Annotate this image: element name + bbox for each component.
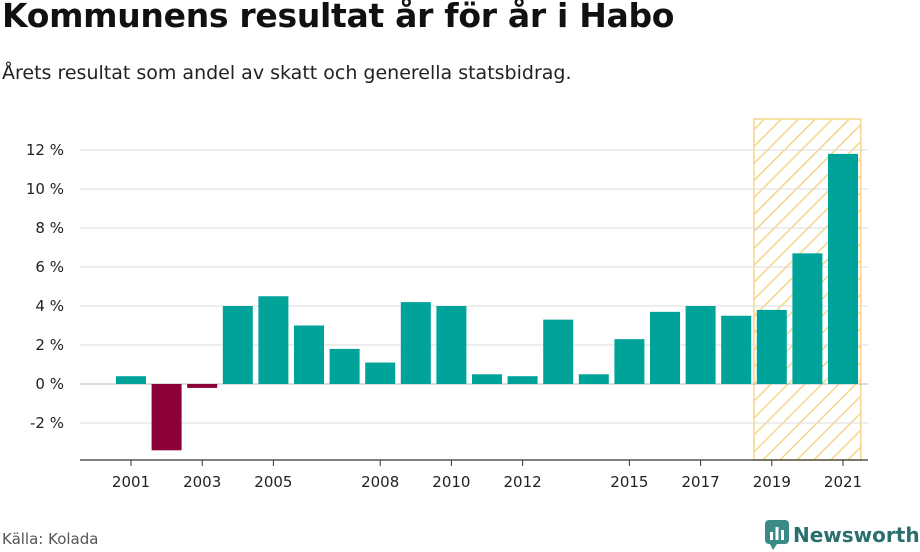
newsworthy-logo-icon: [765, 520, 789, 550]
source-note: Källa: Kolada: [2, 530, 99, 548]
y-tick-label: 4 %: [35, 297, 64, 315]
y-tick-label: 8 %: [35, 219, 64, 237]
y-tick-label: 12 %: [26, 141, 64, 159]
bar-2012: [507, 376, 538, 384]
bar-2005: [258, 296, 289, 384]
y-tick-label: -2 %: [30, 414, 64, 432]
bar-2007: [329, 348, 360, 384]
x-tick-label: 2019: [753, 473, 791, 491]
chart-subtitle: Årets resultat som andel av skatt och ge…: [2, 62, 572, 84]
bar-2020: [792, 253, 823, 384]
x-tick-label: 2001: [112, 473, 150, 491]
x-tick-label: 2015: [610, 473, 648, 491]
x-tick-label: 2010: [432, 473, 470, 491]
bar-2009: [400, 302, 431, 384]
bar-2015: [614, 339, 645, 384]
bar-2018: [721, 315, 752, 384]
bar-2014: [578, 374, 609, 384]
x-tick-label: 2003: [183, 473, 221, 491]
bar-2010: [436, 306, 467, 384]
y-tick-label: 2 %: [35, 336, 64, 354]
newsworthy-logo: Newsworthy: [765, 520, 920, 550]
x-tick-label: 2008: [361, 473, 399, 491]
bar-2019: [756, 309, 787, 384]
bar-2021: [828, 153, 858, 384]
chart-title: Kommunens resultat år för år i Habo: [2, 0, 675, 35]
bar-2011: [472, 374, 502, 384]
bar-2006: [294, 325, 324, 384]
bar-2013: [543, 319, 574, 384]
y-tick-label: 6 %: [35, 258, 64, 276]
y-tick-label: 10 %: [26, 180, 64, 198]
bar-2002: [151, 384, 182, 451]
bar-2003: [187, 384, 218, 388]
bar-2008: [365, 362, 396, 384]
newsworthy-logo-text: Newsworthy: [793, 523, 920, 547]
x-tick-label: 2017: [682, 473, 720, 491]
x-tick-label: 2012: [504, 473, 542, 491]
bar-2004: [222, 306, 253, 384]
y-tick-label: 0 %: [35, 375, 64, 393]
x-tick-label: 2021: [824, 473, 862, 491]
bar-2017: [685, 306, 716, 384]
x-tick-label: 2005: [254, 473, 292, 491]
bar-2001: [116, 376, 146, 384]
bar-2016: [650, 311, 680, 384]
